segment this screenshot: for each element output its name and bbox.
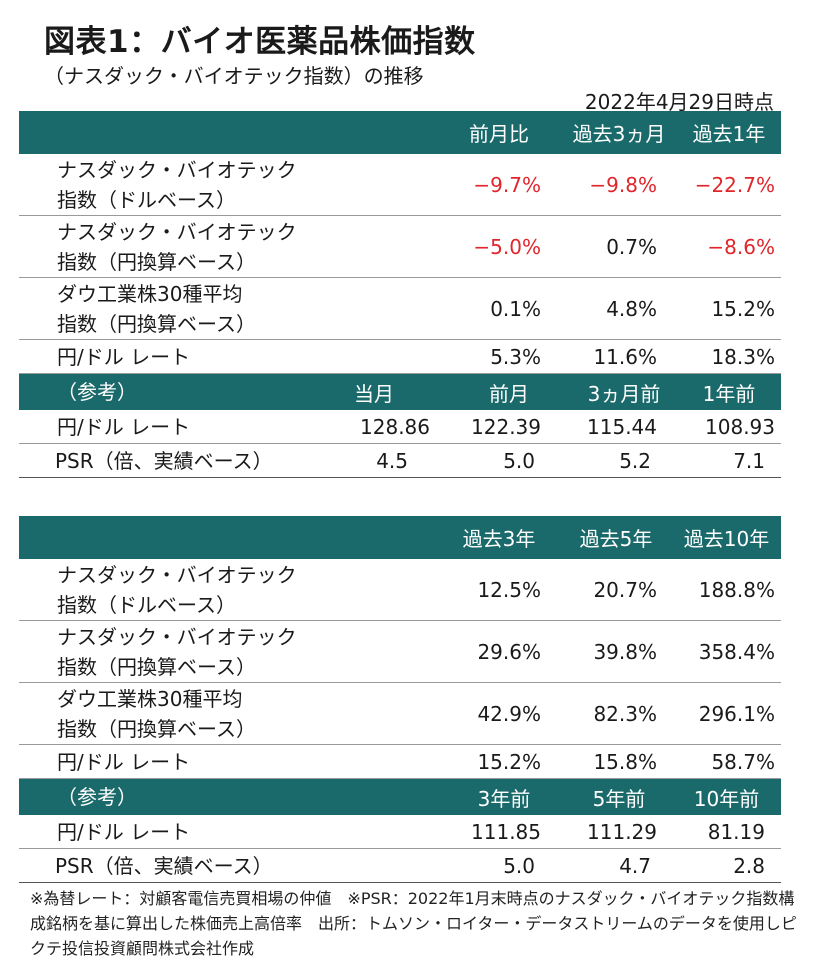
row-label-line: ナスダック・バイオテック [57,624,297,649]
value-cell: −9.8% [589,172,657,197]
table-row: ナスダック・バイオテック 指数（円換算ベース） −5.0% 0.7% −8.6% [19,216,781,278]
value-cell: 7.1 [733,448,765,473]
value-cell: 15.8% [593,749,657,774]
row-label-line: ナスダック・バイオテック [57,219,297,244]
column-header: 過去10年 [683,527,770,551]
column-header: 過去3ヵ月 [572,122,666,146]
row-label: ナスダック・バイオテック 指数（ドルベース） [57,560,297,620]
value-cell: 108.93 [705,414,775,439]
row-label-line: ナスダック・バイオテック [57,562,297,587]
value-cell: −8.6% [707,234,775,259]
page-title: 図表1：バイオ医薬品株価指数 [44,24,476,60]
footnote: ※為替レート：対顧客電信売買相場の仲値 ※PSR：2022年1月末時点のナスダッ… [30,889,797,958]
reference-header-row: （参考） 3年前 5年前 10年前 [19,779,781,815]
column-header: 過去3年 [462,527,536,551]
row-label-line: ナスダック・バイオテック [57,157,297,182]
row-label: ナスダック・バイオテック 指数（円換算ベース） [57,217,297,277]
table-row: 円/ドル レート 128.86 122.39 115.44 108.93 [19,410,781,444]
row-label-line: 指数（ドルベース） [57,592,236,617]
table-row: PSR（倍、実績ベース） 4.5 5.0 5.2 7.1 [19,444,781,478]
column-header: 3年前 [477,786,531,811]
row-label: PSR（倍、実績ベース） [55,448,273,473]
table-header-row: 前月比 過去3ヵ月 過去1年 [19,111,781,154]
value-cell: 18.3% [711,344,775,369]
column-header: 3ヵ月前 [587,381,661,406]
value-cell: 5.3% [490,344,541,369]
value-cell: 29.6% [477,639,541,664]
value-cell: 4.8% [606,296,657,321]
row-label-line: 指数（円換算ベース） [57,716,256,741]
value-cell: −5.0% [473,234,541,259]
reference-header-row: （参考） 当月 前月 3ヵ月前 1年前 [19,374,781,410]
table-row: ナスダック・バイオテック 指数（ドルベース） 12.5% 20.7% 188.8… [19,559,781,621]
row-label-line: 指数（円換算ベース） [57,311,256,336]
row-label: ナスダック・バイオテック 指数（ドルベース） [57,155,297,215]
value-cell: 82.3% [593,701,657,726]
column-header: 1年前 [702,381,756,406]
value-cell: 81.19 [707,819,765,844]
row-label: 円/ドル レート [57,414,191,439]
reference-label: （参考） [57,785,137,809]
column-header: 前月比 [469,122,529,146]
value-cell: 5.0 [503,448,535,473]
value-cell: 39.8% [593,639,657,664]
row-label: 円/ドル レート [57,344,191,369]
value-cell: 5.0 [503,853,535,878]
column-header: 過去5年 [579,527,653,551]
value-cell: 0.7% [606,234,657,259]
as-of-date: 2022年4月29日時点 [584,90,774,114]
value-cell: 115.44 [587,414,657,439]
row-label-line: ダウ工業株30種平均 [57,686,243,711]
page-subtitle: （ナスダック・バイオテック指数）の推移 [44,64,424,88]
table-long-term: 過去3年 過去5年 過去10年 ナスダック・バイオテック 指数（ドルベース） 1… [19,516,781,883]
value-cell: 0.1% [490,296,541,321]
value-cell: 4.5 [376,448,408,473]
value-cell: 15.2% [711,296,775,321]
table-row: ダウ工業株30種平均 指数（円換算ベース） 42.9% 82.3% 296.1% [19,683,781,745]
table-row: ダウ工業株30種平均 指数（円換算ベース） 0.1% 4.8% 15.2% [19,278,781,340]
row-label: ナスダック・バイオテック 指数（円換算ベース） [57,622,297,682]
table-row: ナスダック・バイオテック 指数（ドルベース） −9.7% −9.8% −22.7… [19,154,781,216]
column-header: 当月 [354,381,394,406]
row-label-line: ダウ工業株30種平均 [57,281,243,306]
row-label: PSR（倍、実績ベース） [55,853,273,878]
column-header: 過去1年 [692,122,766,146]
table-row: 円/ドル レート 111.85 111.29 81.19 [19,815,781,849]
value-cell: 128.86 [360,414,430,439]
table-row: 円/ドル レート 5.3% 11.6% 18.3% [19,340,781,374]
value-cell: 5.2 [619,448,651,473]
value-cell: 358.4% [698,639,775,664]
row-label: ダウ工業株30種平均 指数（円換算ベース） [57,279,256,339]
value-cell: −22.7% [694,172,775,197]
column-header: 10年前 [693,786,760,811]
table-short-term: 前月比 過去3ヵ月 過去1年 ナスダック・バイオテック 指数（ドルベース） −9… [19,111,781,478]
value-cell: 296.1% [698,701,775,726]
value-cell: 122.39 [471,414,541,439]
table-row: ナスダック・バイオテック 指数（円換算ベース） 29.6% 39.8% 358.… [19,621,781,683]
value-cell: 2.8 [733,853,765,878]
value-cell: −9.7% [473,172,541,197]
value-cell: 4.7 [619,853,651,878]
value-cell: 20.7% [593,577,657,602]
value-cell: 12.5% [477,577,541,602]
value-cell: 42.9% [477,701,541,726]
row-label-line: 指数（円換算ベース） [57,654,256,679]
table-row: PSR（倍、実績ベース） 5.0 4.7 2.8 [19,849,781,883]
column-header: 前月 [489,381,529,406]
value-cell: 11.6% [593,344,657,369]
row-label-line: 指数（ドルベース） [57,187,236,212]
row-label: ダウ工業株30種平均 指数（円換算ベース） [57,684,256,744]
value-cell: 58.7% [711,749,775,774]
table-header-row: 過去3年 過去5年 過去10年 [19,516,781,559]
row-label: 円/ドル レート [57,819,191,844]
value-cell: 15.2% [477,749,541,774]
reference-label: （参考） [57,380,137,404]
value-cell: 111.85 [471,819,541,844]
row-label: 円/ドル レート [57,749,191,774]
value-cell: 188.8% [698,577,775,602]
column-header: 5年前 [592,786,646,811]
row-label-line: 指数（円換算ベース） [57,249,256,274]
value-cell: 111.29 [587,819,657,844]
table-row: 円/ドル レート 15.2% 15.8% 58.7% [19,745,781,779]
